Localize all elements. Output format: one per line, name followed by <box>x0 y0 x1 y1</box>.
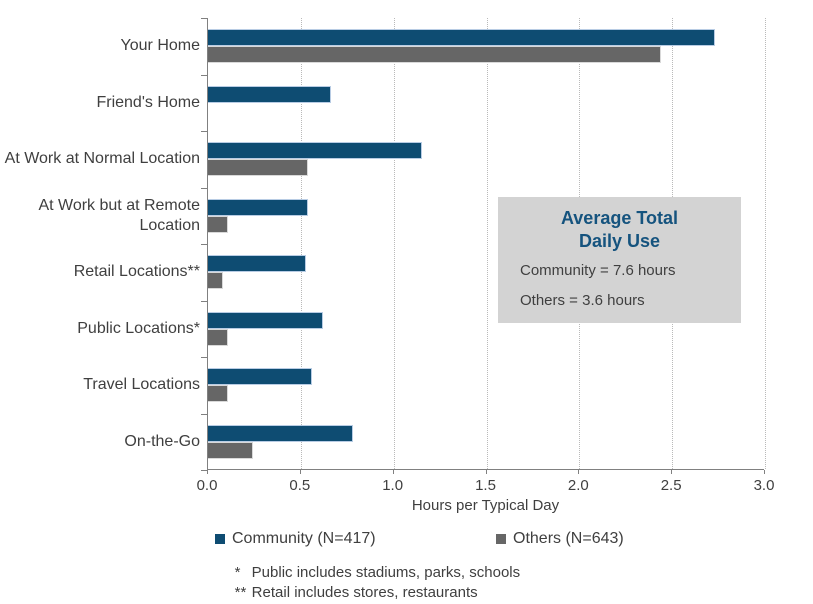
legend-item-community: Community (N=417) <box>215 530 376 548</box>
legend-label-others: Others (N=643) <box>513 530 624 547</box>
bar-others <box>208 328 229 346</box>
y-tick-mark <box>201 470 207 471</box>
category-label: Retail Locations** <box>73 263 200 281</box>
gridline-x-3.0 <box>765 18 766 469</box>
bar-community <box>208 29 715 46</box>
bar-others <box>208 385 229 402</box>
x-tick-mark <box>764 470 765 474</box>
x-tick-label: 1.5 <box>475 477 496 494</box>
annotation-others-value: Others = 3.6 hours <box>520 292 645 309</box>
annotation-title: Average Total Daily Use <box>498 207 741 253</box>
y-tick-mark <box>201 187 207 189</box>
footnote-public-marker: * <box>234 564 241 581</box>
bar-community <box>208 142 422 159</box>
bar-community <box>208 198 309 216</box>
y-tick-mark <box>201 244 207 245</box>
category-label: Friend's Home <box>96 93 200 111</box>
footnote-public-text: Public includes stadiums, parks, schools <box>251 564 521 581</box>
x-tick-mark <box>299 470 301 474</box>
category-label: At Work at Normal Location <box>4 150 200 168</box>
footnote-public: * Public includes stadiums, parks, school… <box>218 547 520 598</box>
x-tick-mark <box>485 470 487 474</box>
plot-area <box>207 18 766 470</box>
y-tick-mark <box>201 357 207 358</box>
x-tick-mark <box>578 470 580 474</box>
category-label: On-the-Go <box>124 432 200 450</box>
gridline-x-1.0 <box>393 18 395 469</box>
x-tick-label: 0.0 <box>196 477 218 494</box>
legend-swatch-community <box>215 534 225 544</box>
x-tick-label: 2.5 <box>660 477 682 494</box>
bar-community <box>208 311 324 329</box>
x-tick-label: 2.0 <box>567 477 589 494</box>
footnote-retail-text: Retail includes stores, restaurants <box>251 584 478 601</box>
annotation-title-line2: Daily Use <box>578 231 661 251</box>
annotation-community-value: Community = 7.6 hours <box>520 262 676 279</box>
x-tick-label: 3.0 <box>753 477 775 494</box>
gridline-x-1.5 <box>486 18 488 469</box>
legend-swatch-others <box>496 534 506 544</box>
x-tick-label: 0.5 <box>289 477 311 494</box>
bar-community <box>208 255 307 272</box>
bar-others <box>208 215 229 233</box>
y-tick-mark <box>201 131 207 132</box>
bar-others <box>208 272 223 289</box>
y-tick-mark <box>201 413 207 415</box>
category-label: Your Home <box>120 37 200 55</box>
footnote-retail: ** Retail includes stores, restaurants <box>218 567 478 604</box>
category-label: Public Locations* <box>77 319 200 337</box>
bar-others <box>208 159 309 176</box>
category-label: Travel Locations <box>83 376 200 394</box>
category-label: At Work but at Remote Location <box>38 196 200 234</box>
legend-label-community: Community (N=417) <box>232 530 376 547</box>
x-tick-label: 1.0 <box>382 477 404 494</box>
bar-community <box>208 368 312 385</box>
x-tick-mark <box>207 470 208 474</box>
annotation-title-line1: Average Total <box>560 208 679 228</box>
legend-item-others: Others (N=643) <box>496 530 624 548</box>
gridline-x-0.5 <box>300 18 302 469</box>
bar-others <box>208 46 662 63</box>
x-tick-mark <box>671 470 673 474</box>
y-tick-mark <box>201 74 207 76</box>
footnote-retail-marker: ** <box>234 584 247 601</box>
y-tick-mark <box>201 18 207 19</box>
x-axis-title: Hours per Typical Day <box>411 497 560 514</box>
bar-community <box>208 424 353 442</box>
bar-others <box>208 441 253 459</box>
bar-community <box>208 85 331 103</box>
annotation-box: Average Total Daily Use Community = 7.6 … <box>498 197 741 323</box>
y-tick-mark <box>201 300 207 302</box>
x-tick-mark <box>392 470 394 474</box>
